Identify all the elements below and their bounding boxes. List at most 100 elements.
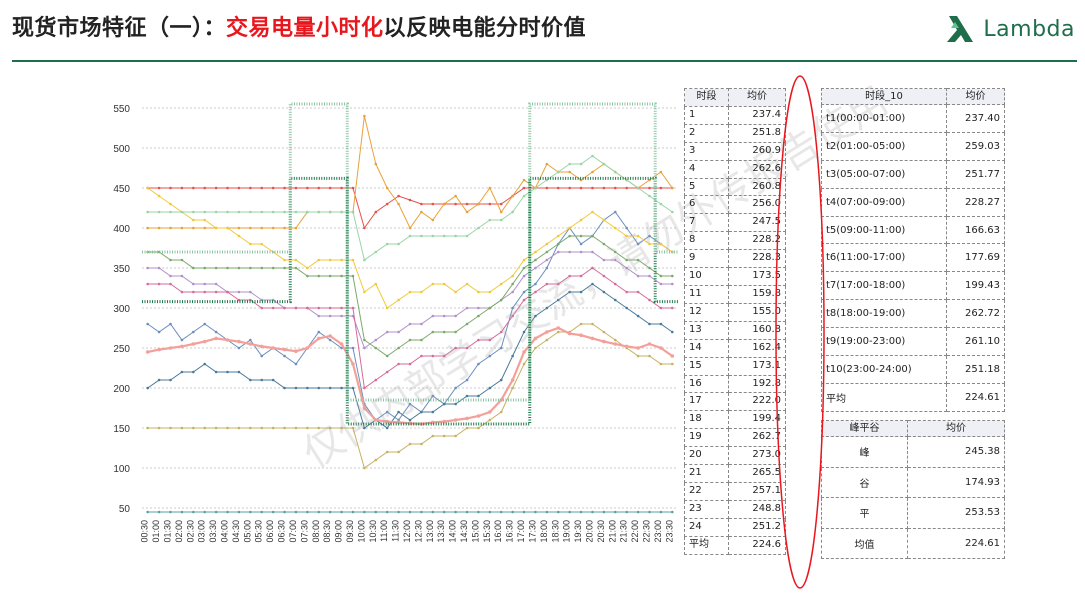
series-point xyxy=(499,298,503,302)
series-point xyxy=(294,349,298,354)
table-row: 19 262.7 xyxy=(684,428,787,448)
series-point xyxy=(146,266,150,270)
series-point xyxy=(397,362,400,366)
x-tick-label: 07:00 xyxy=(288,520,298,543)
series-point xyxy=(636,274,640,278)
series-point xyxy=(591,170,594,174)
series-point xyxy=(146,186,150,190)
x-tick-label: 02:30 xyxy=(185,520,195,543)
series-point xyxy=(385,410,389,414)
table-row: t8(18:00-19:00) 262.72 xyxy=(821,299,1006,329)
series-point xyxy=(499,378,503,382)
series-point xyxy=(465,416,469,421)
series-point xyxy=(420,210,423,214)
series-point xyxy=(499,410,503,414)
x-tick-label: 19:00 xyxy=(562,520,572,543)
series-point xyxy=(659,202,663,206)
series-point xyxy=(431,218,435,222)
series-point xyxy=(545,266,549,270)
series-point xyxy=(613,186,617,190)
table-cell-label: 4 xyxy=(684,159,729,179)
series-point xyxy=(454,290,457,294)
series-point xyxy=(465,306,469,310)
series-point xyxy=(249,210,252,214)
series-point xyxy=(214,282,218,286)
series-point xyxy=(511,194,514,198)
series-point xyxy=(499,346,503,350)
table-cell-label: 24 xyxy=(684,517,729,537)
table-row: 7 247.5 xyxy=(684,213,787,233)
table-header: 时段_10 xyxy=(821,88,947,105)
series-point xyxy=(613,250,617,254)
table-row: 平均 224.6 xyxy=(684,535,787,555)
series-point xyxy=(602,218,606,222)
table-cell-label: t4(07:00-09:00) xyxy=(821,187,947,217)
table-cell-label: 2 xyxy=(684,123,729,143)
series-point xyxy=(340,426,343,430)
series-point xyxy=(477,290,480,294)
series-point xyxy=(192,186,195,190)
series-point xyxy=(249,186,252,190)
series-point xyxy=(556,242,560,246)
table-cell-value: 224.61 xyxy=(945,382,1006,412)
series-point xyxy=(659,274,663,278)
table-row: 15 173.1 xyxy=(684,356,787,376)
series-point xyxy=(328,306,332,310)
series-point xyxy=(260,226,264,230)
series-point xyxy=(477,338,480,342)
series-point xyxy=(556,298,560,302)
table-cell-value: 251.18 xyxy=(945,355,1006,384)
series-point xyxy=(317,210,321,214)
series-point xyxy=(214,330,218,334)
table-header: 峰平谷 xyxy=(821,420,908,437)
lambda-logo-icon xyxy=(947,16,974,42)
highlight-oval xyxy=(775,75,825,589)
series-point xyxy=(214,226,218,230)
series-point xyxy=(249,338,252,342)
series-point xyxy=(249,266,252,270)
table-cell-value: 228.3 xyxy=(727,249,787,269)
table-row: 平 253.53 xyxy=(821,497,1006,529)
series-point xyxy=(488,218,492,222)
series-point xyxy=(340,258,343,262)
series-line xyxy=(147,283,673,429)
series-point xyxy=(568,250,571,254)
table-cell-label: 3 xyxy=(684,141,729,161)
series-point xyxy=(659,242,663,246)
series-point xyxy=(214,336,218,341)
series-point xyxy=(271,378,275,382)
series-point xyxy=(157,426,161,430)
x-tick-label: 09:00 xyxy=(334,520,344,543)
series-point xyxy=(420,510,423,514)
x-tick-label: 05:30 xyxy=(254,520,264,543)
series-point xyxy=(385,510,389,514)
series-point xyxy=(408,198,412,202)
y-tick-label: 550 xyxy=(113,104,130,115)
series-point xyxy=(431,282,435,286)
x-tick-label: 20:30 xyxy=(596,520,606,543)
series-point xyxy=(545,186,549,190)
series-point xyxy=(192,210,195,214)
series-point xyxy=(294,266,298,270)
series-point xyxy=(556,326,561,330)
series-point xyxy=(374,338,378,342)
series-point xyxy=(192,370,195,374)
series-point xyxy=(545,178,549,182)
series-point xyxy=(636,290,640,294)
series-point xyxy=(203,290,207,294)
step-line xyxy=(142,176,678,426)
series-point xyxy=(316,336,321,341)
x-tick-label: 14:00 xyxy=(448,520,458,543)
table-cell-value: 245.38 xyxy=(906,436,1006,468)
series-point xyxy=(420,290,423,294)
table-row: 峰 245.38 xyxy=(821,436,1006,468)
series-point xyxy=(282,347,287,352)
series-point xyxy=(180,344,184,349)
table-header: 均价 xyxy=(906,420,1006,437)
series-point xyxy=(351,258,355,262)
table-cell-label: 7 xyxy=(684,213,729,233)
series-point xyxy=(591,266,594,270)
series-point xyxy=(317,330,321,334)
x-tick-label: 12:00 xyxy=(402,520,412,543)
series-point xyxy=(340,314,343,318)
